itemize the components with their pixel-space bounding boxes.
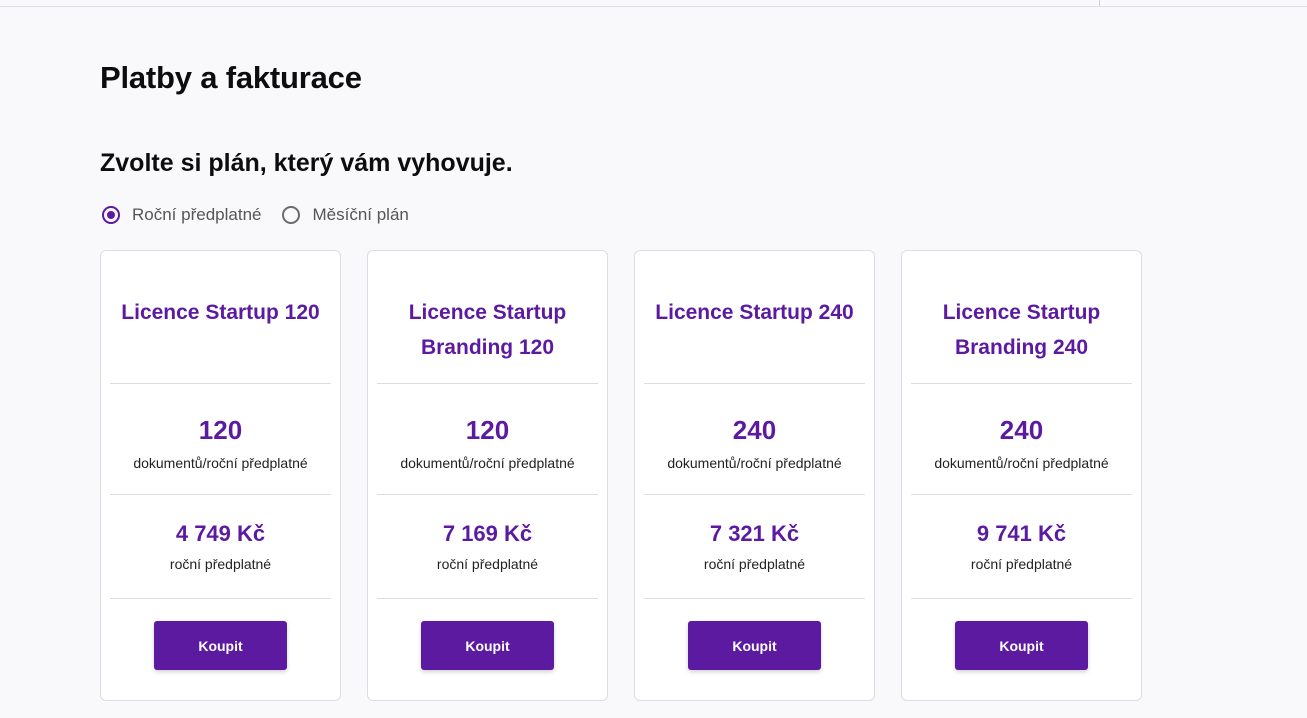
divider <box>644 494 865 495</box>
radio-selected-icon[interactable] <box>102 206 120 224</box>
radio-option-monthly[interactable]: Měsíční plán <box>280 205 409 225</box>
top-bar <box>0 0 1307 7</box>
page-title: Platby a fakturace <box>100 60 362 95</box>
radio-label-monthly: Měsíční plán <box>312 205 409 224</box>
divider <box>110 383 331 384</box>
plan-price: 4 749 Kč <box>175 521 266 546</box>
document-count-label: dokumentů/roční předplatné <box>667 455 842 471</box>
divider <box>644 383 865 384</box>
plan-card: Licence Startup Branding 120 120 dokumen… <box>367 250 608 701</box>
plan-name: Licence Startup 120 <box>121 301 320 324</box>
plan-price-label: roční předplatné <box>970 556 1073 572</box>
divider <box>110 494 331 495</box>
document-count: 240 <box>999 415 1044 445</box>
plan-name: Licence Startup Branding 120 <box>408 301 567 359</box>
document-count-label: dokumentů/roční předplatné <box>133 455 308 471</box>
radio-label-annual: Roční předplatné <box>132 205 262 224</box>
divider <box>911 494 1132 495</box>
billing-period-toggle: Roční předplatné Měsíční plán <box>100 202 428 228</box>
plan-cards: Licence Startup 120 120 dokumentů/roční … <box>100 250 1142 701</box>
document-count: 120 <box>465 415 510 445</box>
document-count-label: dokumentů/roční předplatné <box>400 455 575 471</box>
radio-unselected-icon[interactable] <box>282 206 301 224</box>
buy-button[interactable]: Koupit <box>688 621 821 670</box>
radio-option-annual[interactable]: Roční předplatné <box>100 205 261 225</box>
plan-price: 7 321 Kč <box>709 521 800 546</box>
plan-price-label: roční předplatné <box>703 556 806 572</box>
document-count: 240 <box>732 415 777 445</box>
divider <box>911 383 1132 384</box>
divider <box>110 598 331 599</box>
document-count: 120 <box>198 415 243 445</box>
divider <box>377 494 598 495</box>
section-title: Zvolte si plán, který vám vyhovuje. <box>100 149 513 177</box>
plan-price-label: roční předplatné <box>436 556 539 572</box>
document-count-label: dokumentů/roční předplatné <box>934 455 1109 471</box>
divider <box>911 598 1132 599</box>
buy-button[interactable]: Koupit <box>955 621 1088 670</box>
plan-card: Licence Startup 240 240 dokumentů/roční … <box>634 250 875 701</box>
divider <box>644 598 865 599</box>
top-bar-divider <box>1099 0 1100 6</box>
divider <box>377 598 598 599</box>
plan-price-label: roční předplatné <box>169 556 272 572</box>
plan-card: Licence Startup Branding 240 240 dokumen… <box>901 250 1142 701</box>
divider <box>377 383 598 384</box>
buy-button[interactable]: Koupit <box>154 621 287 670</box>
buy-button[interactable]: Koupit <box>421 621 554 670</box>
plan-name: Licence Startup Branding 240 <box>942 301 1101 359</box>
plan-card: Licence Startup 120 120 dokumentů/roční … <box>100 250 341 701</box>
plan-price: 9 741 Kč <box>976 521 1067 546</box>
plan-price: 7 169 Kč <box>442 521 533 546</box>
plan-name: Licence Startup 240 <box>655 301 854 324</box>
